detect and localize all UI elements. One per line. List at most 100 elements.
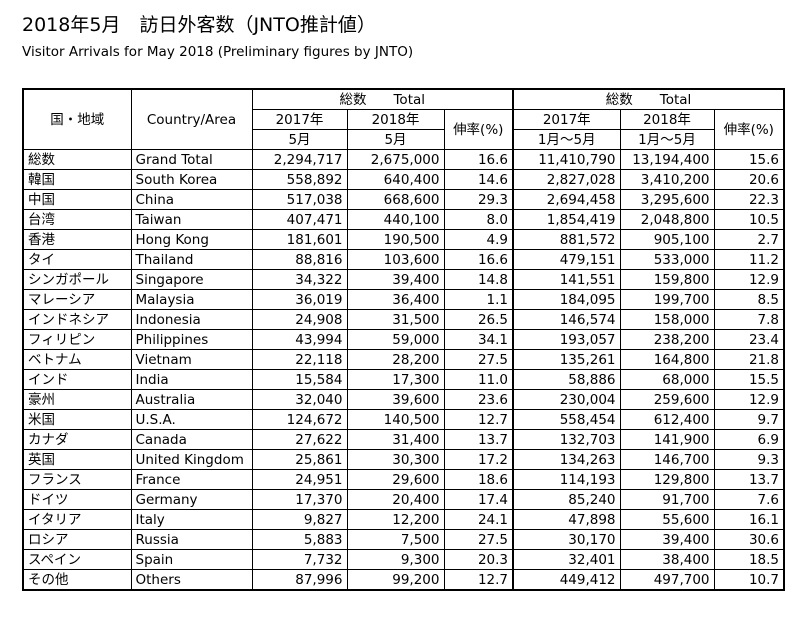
country-en-cell: Germany	[130, 489, 253, 510]
may-2018-cell: 668,600	[346, 189, 445, 210]
may-2018-cell: 640,400	[346, 169, 445, 190]
ytd-growth-cell: 6.9	[713, 429, 785, 450]
ytd-2018-cell: 129,800	[619, 469, 715, 490]
may-growth-cell: 1.1	[443, 289, 514, 310]
ytd-2018-cell: 55,600	[619, 509, 715, 530]
may-2018-cell: 28,200	[346, 349, 445, 370]
ytd-2017-cell: 449,412	[512, 569, 621, 591]
ytd-2018-cell: 38,400	[619, 549, 715, 570]
country-en-cell: Others	[130, 569, 253, 591]
may-2018-cell: 99,200	[346, 569, 445, 591]
country-en-cell: Philippines	[130, 329, 253, 350]
country-jp-cell: シンガポール	[22, 269, 132, 290]
ytd-growth-cell: 2.7	[713, 229, 785, 250]
ytd-2017-cell: 193,057	[512, 329, 621, 350]
country-jp-cell: 香港	[22, 229, 132, 250]
ytd-2017-cell: 479,151	[512, 249, 621, 270]
country-en-cell: Spain	[130, 549, 253, 570]
table-row: スペイン Spain 7,732 9,300 20.3 32,401 38,400 18.5	[22, 549, 785, 570]
ytd-2018-cell: 39,400	[619, 529, 715, 550]
country-en-cell: Italy	[130, 509, 253, 530]
ytd-growth-cell: 7.8	[713, 309, 785, 330]
country-jp-cell: 台湾	[22, 209, 132, 230]
may-2018-cell: 20,400	[346, 489, 445, 510]
country-jp-cell: インド	[22, 369, 132, 390]
ytd-2017-cell: 2,827,028	[512, 169, 621, 190]
may-2018-cell: 30,300	[346, 449, 445, 470]
table-row: インド India 15,584 17,300 11.0 58,886 68,000 15.5	[22, 369, 785, 390]
country-jp-cell: イタリア	[22, 509, 132, 530]
ytd-2017-cell: 230,004	[512, 389, 621, 410]
country-en-cell: U.S.A.	[130, 409, 253, 430]
may-2017-cell: 517,038	[251, 189, 348, 210]
ytd-2017-cell: 184,095	[512, 289, 621, 310]
table-row: ロシア Russia 5,883 7,500 27.5 30,170 39,400 30.6	[22, 529, 785, 550]
table-row: 韓国 South Korea 558,892 640,400 14.6 2,827,028…	[22, 169, 785, 190]
may-2018-cell: 190,500	[346, 229, 445, 250]
table-row: 米国 U.S.A. 124,672 140,500 12.7 558,454 612,400…	[22, 409, 785, 430]
table-row: タイ Thailand 88,816 103,600 16.6 479,151 533,00…	[22, 249, 785, 270]
table-row: イタリア Italy 9,827 12,200 24.1 47,898 55,600 16.1	[22, 509, 785, 530]
ytd-2018-cell: 13,194,400	[619, 149, 715, 170]
may-2017-cell: 9,827	[251, 509, 348, 530]
may-growth-cell: 17.4	[443, 489, 514, 510]
table-row: ベトナム Vietnam 22,118 28,200 27.5 135,261 164,80…	[22, 349, 785, 370]
may-2017-cell: 558,892	[251, 169, 348, 190]
header-country-jp: 国・地域	[22, 88, 132, 150]
may-2017-cell: 181,601	[251, 229, 348, 250]
may-growth-cell: 17.2	[443, 449, 514, 470]
ytd-2017-cell: 30,170	[512, 529, 621, 550]
ytd-2017-cell: 2,694,458	[512, 189, 621, 210]
ytd-2018-cell: 2,048,800	[619, 209, 715, 230]
country-jp-cell: 豪州	[22, 389, 132, 410]
may-2017-cell: 22,118	[251, 349, 348, 370]
page-title: 2018年5月 訪日外客数（JNTO推計値）	[22, 14, 376, 36]
country-jp-cell: ベトナム	[22, 349, 132, 370]
country-en-cell: Singapore	[130, 269, 253, 290]
may-2017-cell: 7,732	[251, 549, 348, 570]
may-2017-cell: 24,951	[251, 469, 348, 490]
may-2017-cell: 2,294,717	[251, 149, 348, 170]
may-2017-cell: 25,861	[251, 449, 348, 470]
may-growth-cell: 12.7	[443, 569, 514, 591]
ytd-2017-cell: 114,193	[512, 469, 621, 490]
ytd-2018-cell: 158,000	[619, 309, 715, 330]
country-jp-cell: ロシア	[22, 529, 132, 550]
may-2017-cell: 34,322	[251, 269, 348, 290]
table-row: 総数 Grand Total 2,294,717 2,675,000 16.6 11,41…	[22, 149, 785, 170]
ytd-2017-cell: 881,572	[512, 229, 621, 250]
may-2018-cell: 36,400	[346, 289, 445, 310]
may-growth-cell: 12.7	[443, 409, 514, 430]
country-en-cell: Thailand	[130, 249, 253, 270]
ytd-2017-cell: 146,574	[512, 309, 621, 330]
may-growth-cell: 14.8	[443, 269, 514, 290]
table-row: ドイツ Germany 17,370 20,400 17.4 85,240 91,700 7.…	[22, 489, 785, 510]
header-ytd-2017-period: 1月～5月	[512, 129, 621, 150]
ytd-growth-cell: 16.1	[713, 509, 785, 530]
header-ytd-growth: 伸率(%)	[713, 109, 785, 150]
ytd-growth-cell: 13.7	[713, 469, 785, 490]
may-growth-cell: 27.5	[443, 349, 514, 370]
country-jp-cell: カナダ	[22, 429, 132, 450]
ytd-growth-cell: 20.6	[713, 169, 785, 190]
may-2018-cell: 31,400	[346, 429, 445, 450]
ytd-growth-cell: 11.2	[713, 249, 785, 270]
header-may-2018-period: 5月	[346, 129, 445, 150]
country-jp-cell: タイ	[22, 249, 132, 270]
ytd-growth-cell: 12.9	[713, 389, 785, 410]
ytd-2018-cell: 199,700	[619, 289, 715, 310]
may-2017-cell: 5,883	[251, 529, 348, 550]
ytd-2017-cell: 47,898	[512, 509, 621, 530]
ytd-2017-cell: 11,410,790	[512, 149, 621, 170]
may-2018-cell: 59,000	[346, 329, 445, 350]
ytd-growth-cell: 18.5	[713, 549, 785, 570]
ytd-2017-cell: 558,454	[512, 409, 621, 430]
may-2017-cell: 407,471	[251, 209, 348, 230]
may-2018-cell: 140,500	[346, 409, 445, 430]
country-jp-cell: マレーシア	[22, 289, 132, 310]
ytd-growth-cell: 22.3	[713, 189, 785, 210]
may-2017-cell: 43,994	[251, 329, 348, 350]
header-may-growth: 伸率(%)	[443, 109, 514, 150]
table-row: カナダ Canada 27,622 31,400 13.7 132,703 141,900 6…	[22, 429, 785, 450]
ytd-growth-cell: 23.4	[713, 329, 785, 350]
